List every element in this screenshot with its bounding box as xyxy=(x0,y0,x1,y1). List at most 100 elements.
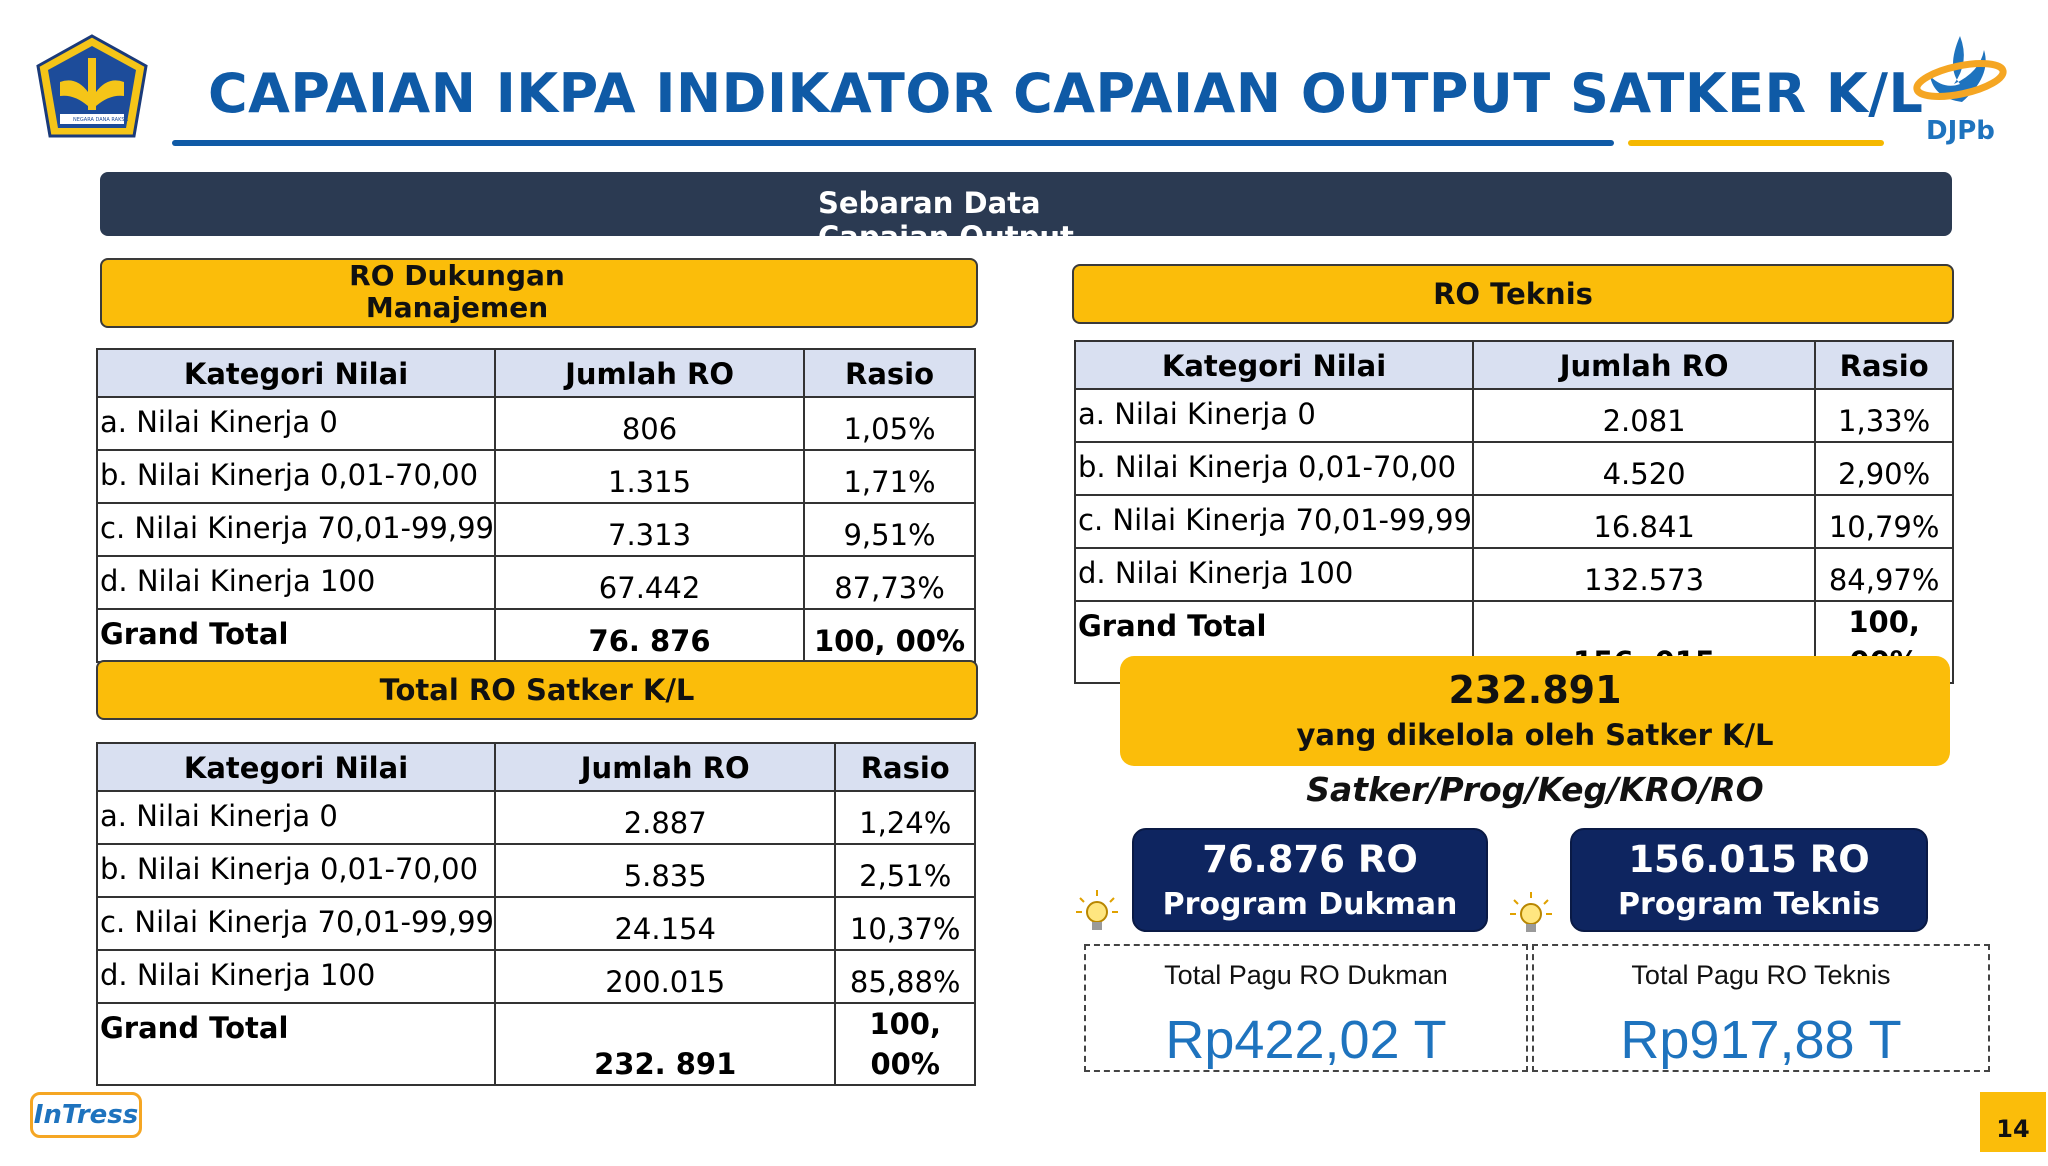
total-table: Kategori Nilai Jumlah RO Rasio a. Nilai … xyxy=(95,742,976,1086)
grand-total-row: Grand Total 156. 015 100, 00% xyxy=(1073,600,1954,684)
kemenkeu-logo-text: NEGARA DANA RAKSA xyxy=(73,117,129,123)
cell-jumlah: 7.313 xyxy=(494,502,806,557)
section-banner: Sebaran Data Capaian Output xyxy=(100,172,1952,236)
teknis-pagu-box: Total Pagu RO Teknis Rp917,88 T xyxy=(1532,944,1990,1072)
table-row: a. Nilai Kinerja 0 2.081 1,33% xyxy=(1073,388,1954,443)
table-row: a. Nilai Kinerja 0 806 1,05% xyxy=(95,396,976,451)
table-header-row: Kategori Nilai Jumlah RO Rasio xyxy=(95,742,976,792)
cell-rasio: 100, 00% xyxy=(803,608,976,663)
cell-kategori: b. Nilai Kinerja 0,01-70,00 xyxy=(95,843,497,898)
col-header-rasio: Rasio xyxy=(803,348,976,398)
cell-jumlah: 200.015 xyxy=(494,949,837,1004)
cell-jumlah: 232. 891 xyxy=(494,1002,837,1086)
cell-jumlah: 5.835 xyxy=(494,843,837,898)
dukman-pagu-label: Total Pagu RO Dukman xyxy=(1164,960,1448,990)
dukman-header-label: RO Dukungan Manajemen (Program WA) xyxy=(346,259,568,326)
total-ro-value: 232.891 xyxy=(1448,668,1622,712)
lightbulb-icon xyxy=(1074,888,1120,934)
dukman-table: Kategori Nilai Jumlah RO Rasio a. Nilai … xyxy=(95,348,976,663)
cell-kategori: c. Nilai Kinerja 70,01-99,99 xyxy=(95,896,497,951)
cell-rasio: 1,71% xyxy=(803,449,976,504)
cell-kategori: d. Nilai Kinerja 100 xyxy=(1073,547,1475,602)
cell-jumlah: 2.081 xyxy=(1472,388,1817,443)
teknis-pagu-label: Total Pagu RO Teknis xyxy=(1631,960,1891,990)
cell-jumlah: 67.442 xyxy=(494,555,806,610)
table-header-row: Kategori Nilai Jumlah RO Rasio xyxy=(1073,340,1954,390)
dukman-ro-label: Program Dukman xyxy=(1162,887,1458,922)
cell-kategori: d. Nilai Kinerja 100 xyxy=(95,949,497,1004)
cell-kategori: c. Nilai Kinerja 70,01-99,99 xyxy=(1073,494,1475,549)
table-row: c. Nilai Kinerja 70,01-99,99 16.841 10,7… xyxy=(1073,494,1954,549)
cell-rasio: 10,37% xyxy=(834,896,976,951)
col-header-jumlah: Jumlah RO xyxy=(494,742,837,792)
cell-rasio: 2,90% xyxy=(1814,441,1954,496)
teknis-header: RO Teknis xyxy=(1072,264,1954,324)
dukman-ro-value: 76.876 RO xyxy=(1202,838,1418,881)
col-header-jumlah: Jumlah RO xyxy=(494,348,806,398)
teknis-ro-label: Program Teknis xyxy=(1618,887,1880,922)
cell-rasio: 100, 00% xyxy=(834,1002,976,1086)
col-header-jumlah: Jumlah RO xyxy=(1472,340,1817,390)
dukman-pagu-box: Total Pagu RO Dukman Rp422,02 T xyxy=(1084,944,1528,1072)
table-row: b. Nilai Kinerja 0,01-70,00 4.520 2,90% xyxy=(1073,441,1954,496)
cell-rasio: 9,51% xyxy=(803,502,976,557)
title-underline-blue xyxy=(172,140,1614,146)
page-title: CAPAIAN IKPA INDIKATOR CAPAIAN OUTPUT SA… xyxy=(208,62,1924,125)
cell-rasio: 1,24% xyxy=(834,790,976,845)
cell-kategori: Grand Total xyxy=(95,1002,497,1086)
col-header-kategori: Kategori Nilai xyxy=(95,742,497,792)
intress-logo: InTress xyxy=(30,1092,142,1138)
cell-kategori: Grand Total xyxy=(95,608,497,663)
total-header: Total RO Satker K/L xyxy=(96,660,978,720)
intress-logo-text: InTress xyxy=(33,1100,139,1130)
cell-jumlah: 132.573 xyxy=(1472,547,1817,602)
section-banner-label: Sebaran Data Capaian Output xyxy=(818,186,1074,236)
cell-jumlah: 76. 876 xyxy=(494,608,806,663)
lightbulb-icon xyxy=(1508,890,1554,936)
table-row: b. Nilai Kinerja 0,01-70,00 5.835 2,51% xyxy=(95,843,976,898)
col-header-rasio: Rasio xyxy=(834,742,976,792)
total-header-label: Total RO Satker K/L xyxy=(379,673,695,707)
cell-rasio: 2,51% xyxy=(834,843,976,898)
cell-jumlah: 24.154 xyxy=(494,896,837,951)
cell-kategori: d. Nilai Kinerja 100 xyxy=(95,555,497,610)
table-row: b. Nilai Kinerja 0,01-70,00 1.315 1,71% xyxy=(95,449,976,504)
cell-kategori: b. Nilai Kinerja 0,01-70,00 xyxy=(1073,441,1475,496)
page-number: 14 xyxy=(1980,1092,2046,1152)
table-row: a. Nilai Kinerja 0 2.887 1,24% xyxy=(95,790,976,845)
cell-jumlah: 1.315 xyxy=(494,449,806,504)
teknis-table: Kategori Nilai Jumlah RO Rasio a. Nilai … xyxy=(1073,340,1954,684)
col-header-kategori: Kategori Nilai xyxy=(95,348,497,398)
cell-kategori: a. Nilai Kinerja 0 xyxy=(95,790,497,845)
table-row: d. Nilai Kinerja 100 67.442 87,73% xyxy=(95,555,976,610)
teknis-ro-card: 156.015 RO Program Teknis xyxy=(1570,828,1928,932)
djpb-logo: DJPb xyxy=(1910,32,2014,152)
teknis-pagu-value: Rp917,88 T xyxy=(1620,1010,1902,1070)
dukman-ro-card: 76.876 RO Program Dukman xyxy=(1132,828,1488,932)
dukman-header: RO Dukungan Manajemen (Program WA) xyxy=(100,258,978,328)
table-row: c. Nilai Kinerja 70,01-99,99 24.154 10,3… xyxy=(95,896,976,951)
total-ro-summary: 232.891 yang dikelola oleh Satker K/L xyxy=(1120,656,1950,766)
cell-jumlah: 4.520 xyxy=(1472,441,1817,496)
grand-total-row: Grand Total 76. 876 100, 00% xyxy=(95,608,976,663)
cell-kategori: a. Nilai Kinerja 0 xyxy=(1073,388,1475,443)
hierarchy-caption: Satker/Prog/Keg/KRO/RO xyxy=(1306,770,1764,809)
table-row: d. Nilai Kinerja 100 200.015 85,88% xyxy=(95,949,976,1004)
teknis-ro-value: 156.015 RO xyxy=(1628,838,1870,881)
cell-jumlah: 806 xyxy=(494,396,806,451)
cell-rasio: 87,73% xyxy=(803,555,976,610)
cell-rasio: 84,97% xyxy=(1814,547,1954,602)
djpb-logo-text: DJPb xyxy=(1926,116,1995,146)
cell-rasio: 1,33% xyxy=(1814,388,1954,443)
grand-total-row: Grand Total 232. 891 100, 00% xyxy=(95,1002,976,1086)
teknis-header-label: RO Teknis xyxy=(1433,277,1593,311)
title-underline-gold xyxy=(1628,140,1884,146)
cell-rasio: 1,05% xyxy=(803,396,976,451)
table-header-row: Kategori Nilai Jumlah RO Rasio xyxy=(95,348,976,398)
kemenkeu-logo: NEGARA DANA RAKSA xyxy=(30,32,154,144)
cell-rasio: 85,88% xyxy=(834,949,976,1004)
cell-kategori: b. Nilai Kinerja 0,01-70,00 xyxy=(95,449,497,504)
col-header-rasio: Rasio xyxy=(1814,340,1954,390)
table-row: c. Nilai Kinerja 70,01-99,99 7.313 9,51% xyxy=(95,502,976,557)
cell-rasio: 10,79% xyxy=(1814,494,1954,549)
